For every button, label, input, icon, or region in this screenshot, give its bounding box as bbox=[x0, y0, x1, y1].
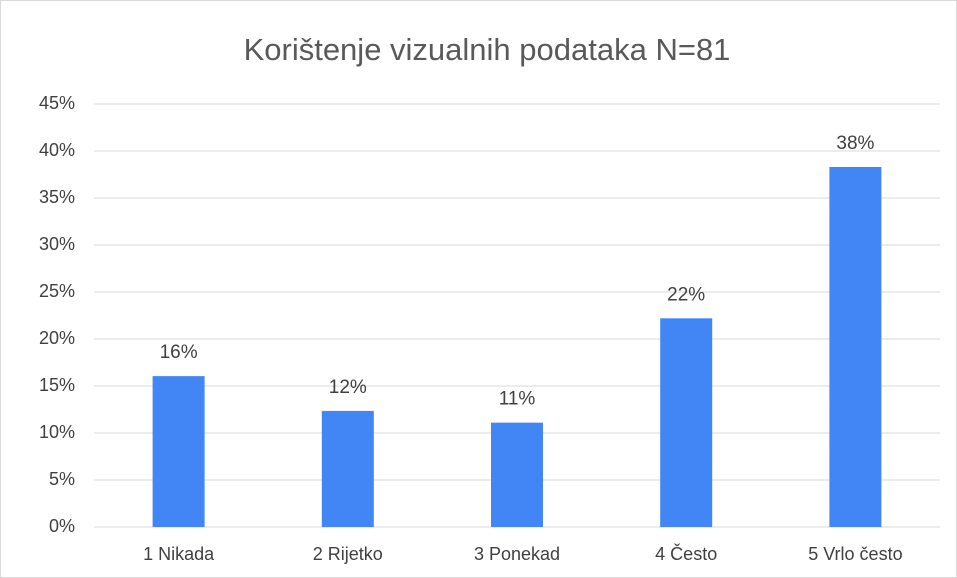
x-tick-label: 5 Vrlo često bbox=[808, 544, 902, 564]
data-label: 16% bbox=[160, 342, 198, 363]
bar bbox=[152, 376, 205, 527]
data-label: 22% bbox=[667, 284, 705, 305]
y-tick-label: 45% bbox=[39, 93, 75, 113]
y-tick-label: 30% bbox=[39, 234, 75, 254]
x-tick-label: 2 Rijetko bbox=[313, 544, 383, 564]
y-tick-label: 25% bbox=[39, 281, 75, 301]
data-label: 12% bbox=[329, 377, 367, 398]
y-tick-label: 15% bbox=[39, 375, 75, 395]
data-label: 38% bbox=[836, 133, 874, 154]
data-label: 11% bbox=[499, 389, 536, 410]
chart-title: Korištenje vizualnih podataka N=81 bbox=[244, 32, 731, 67]
y-tick-label: 0% bbox=[49, 516, 75, 536]
bar bbox=[660, 318, 713, 527]
y-tick-label: 10% bbox=[39, 422, 75, 442]
x-tick-label: 4 Često bbox=[655, 543, 717, 564]
y-tick-label: 20% bbox=[39, 328, 75, 348]
bar bbox=[491, 422, 543, 527]
x-tick-label: 3 Ponekad bbox=[474, 544, 560, 564]
bar bbox=[321, 410, 374, 527]
x-tick-label: 1 Nikada bbox=[143, 544, 215, 564]
y-tick-label: 5% bbox=[49, 469, 75, 489]
bar bbox=[829, 166, 882, 528]
y-tick-label: 35% bbox=[39, 187, 75, 207]
y-tick-label: 40% bbox=[39, 140, 75, 160]
